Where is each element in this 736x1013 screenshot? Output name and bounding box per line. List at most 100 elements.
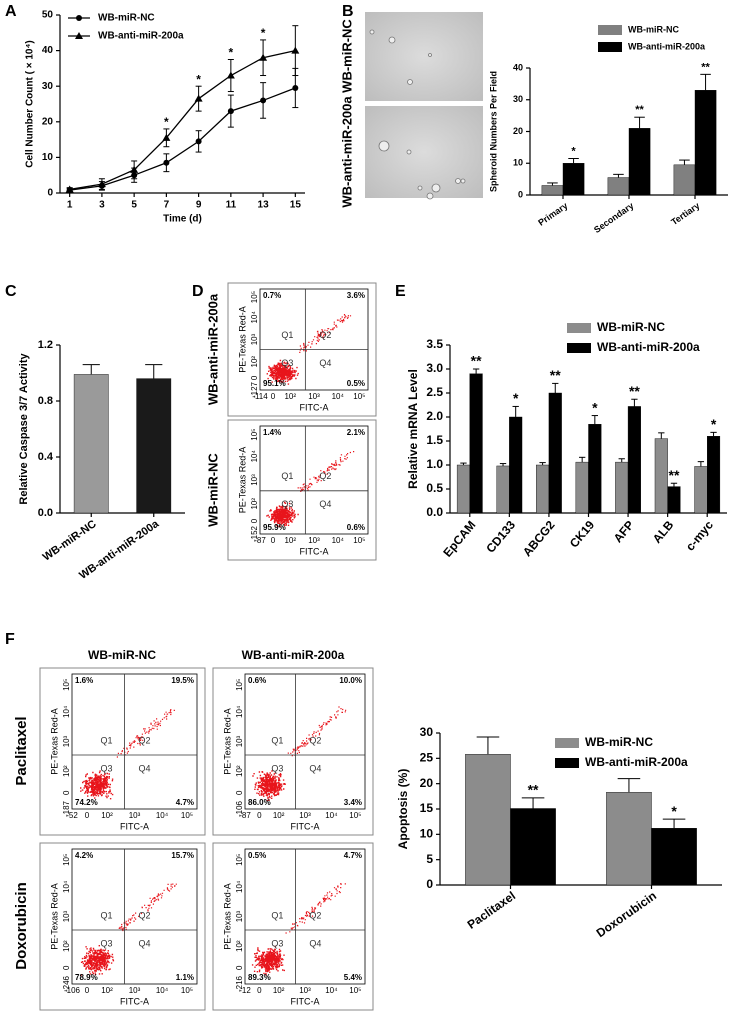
significance: * xyxy=(261,26,266,40)
bar xyxy=(628,128,651,196)
y-tick-label: 0 xyxy=(62,965,71,970)
x-tick-label: 10⁴ xyxy=(156,986,169,995)
x-tick-label: 0 xyxy=(271,392,276,401)
quadrant-label: Q2 xyxy=(309,735,321,745)
quadrant-label: Q3 xyxy=(101,938,113,948)
y-axis-label: Spheroid Numbers Per Field xyxy=(488,71,498,192)
y-tick-label: 10³ xyxy=(250,474,259,486)
events xyxy=(251,883,346,976)
quadrant-label: Q3 xyxy=(271,938,283,948)
y-tick-label: 10² xyxy=(250,356,259,368)
bar xyxy=(673,164,696,196)
x-tick-label: 10³ xyxy=(308,392,320,401)
legend-label: WB-anti-miR-200a xyxy=(628,41,706,51)
bar xyxy=(651,828,697,886)
legend-label: WB-miR-NC xyxy=(585,735,653,749)
quadrant-label: Q1 xyxy=(101,910,113,920)
x-tick-label: 10² xyxy=(101,811,113,820)
x-tick-label: 9 xyxy=(196,200,202,211)
point xyxy=(163,159,170,166)
quadrant-percent: 1.4% xyxy=(263,428,281,437)
x-tick-label: 10³ xyxy=(299,811,311,820)
events xyxy=(80,883,177,976)
image-label: WB-anti-miR-200a xyxy=(339,96,354,208)
quadrant-label: Q4 xyxy=(139,763,151,773)
events xyxy=(266,451,355,528)
y-tick-label: 0 xyxy=(250,375,259,380)
y-tick-label: 10² xyxy=(250,498,259,510)
y-axis-label: PE-Texas Red-A xyxy=(237,447,247,514)
x-tick-label: 10² xyxy=(273,811,285,820)
quadrant-label: Q3 xyxy=(101,763,113,773)
x-axis-label: FITC-A xyxy=(120,821,149,831)
quadrant-label: Q1 xyxy=(271,910,283,920)
legend-label: WB-anti-miR-200a xyxy=(98,31,184,42)
x-tick-label: Tertiary xyxy=(669,200,701,227)
y-tick-label: 50 xyxy=(42,10,54,21)
line xyxy=(69,49,296,191)
y-tick-label: 3.5 xyxy=(426,337,443,351)
x-axis-label: FITC-A xyxy=(300,402,329,412)
significance: ** xyxy=(635,104,644,116)
x-tick-label: 1 xyxy=(67,200,73,211)
bar xyxy=(607,177,630,196)
quadrant-label: Q2 xyxy=(319,330,331,340)
y-tick-label: 20 xyxy=(42,116,54,127)
significance: * xyxy=(592,399,598,415)
y-tick-label: 10³ xyxy=(235,735,244,747)
quadrant-percent: 95.1% xyxy=(263,379,286,388)
point xyxy=(65,185,74,193)
x-tick-label: 13 xyxy=(258,200,270,211)
quadrant-percent: 3.4% xyxy=(344,798,362,807)
y-tick-label: 0 xyxy=(426,877,433,891)
y-tick-label: 0.8 xyxy=(38,395,53,407)
y-axis-label: PE-Texas Red-A xyxy=(222,708,232,775)
legend-swatch xyxy=(555,758,579,768)
y-tick-label: 0 xyxy=(250,518,259,523)
significance: * xyxy=(164,115,169,129)
y-tick-label: 1.0 xyxy=(426,457,443,471)
y-tick-label: 10⁵ xyxy=(250,429,259,441)
y-tick-label: -246 xyxy=(62,975,71,992)
point xyxy=(292,84,299,91)
y-tick-label: 40 xyxy=(42,45,54,56)
y-tick-label: 30 xyxy=(420,725,434,739)
row-label: Paclitaxel xyxy=(13,716,30,785)
line xyxy=(69,87,296,191)
y-tick-label: 10² xyxy=(235,765,244,777)
x-tick-label: c-myc xyxy=(683,518,716,554)
y-tick-label: 10 xyxy=(42,152,54,163)
row-label: WB-anti-miR-200a xyxy=(205,293,220,405)
bar xyxy=(654,438,668,514)
image-label: WB-miR-NC xyxy=(339,19,354,93)
y-tick-label: 10⁵ xyxy=(235,679,244,691)
y-tick-label: 2.5 xyxy=(426,385,443,399)
quadrant-percent: 0.6% xyxy=(248,676,266,685)
quadrant-label: Q2 xyxy=(319,471,331,481)
legend-label: WB-anti-miR-200a xyxy=(585,755,688,769)
x-tick-label: 10³ xyxy=(308,536,320,545)
y-tick-label: 0 xyxy=(47,188,53,199)
y-tick-label: 1.2 xyxy=(38,339,53,351)
point xyxy=(195,138,202,145)
y-tick-label: 0.0 xyxy=(426,505,443,519)
legend-swatch xyxy=(598,25,622,35)
y-tick-label: 10³ xyxy=(235,910,244,922)
x-tick-label: 10⁴ xyxy=(325,811,338,820)
point xyxy=(226,71,235,79)
bar xyxy=(606,792,652,886)
point xyxy=(162,133,171,141)
x-axis-label: FITC-A xyxy=(291,821,320,831)
bar xyxy=(562,163,585,196)
y-tick-label: 10⁴ xyxy=(250,450,259,463)
y-axis-label: Cell Number Count ( × 10⁴) xyxy=(25,40,36,167)
x-tick-label: CD133 xyxy=(483,518,518,556)
y-axis-label: Apoptosis (%) xyxy=(396,769,410,850)
y-tick-label: -106 xyxy=(235,800,244,817)
x-axis-label: Time (d) xyxy=(163,214,202,225)
spheroids xyxy=(369,29,466,200)
quadrant-label: Q2 xyxy=(139,910,151,920)
x-tick-label: 10³ xyxy=(129,986,141,995)
x-tick-label: 10⁵ xyxy=(181,811,193,820)
